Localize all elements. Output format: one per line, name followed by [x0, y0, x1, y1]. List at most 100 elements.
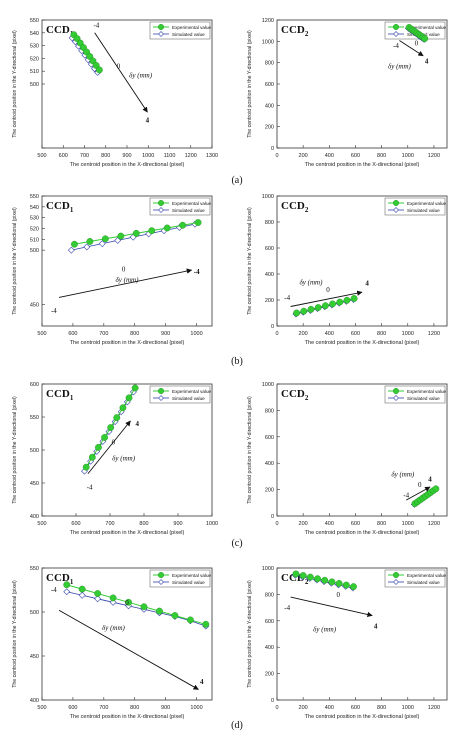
x-tick-label: 800 — [139, 521, 148, 527]
x-tick-label: 400 — [325, 331, 334, 337]
data-point-simulated — [67, 246, 75, 254]
y-tick-label: 600 — [265, 246, 274, 252]
delta-y-label: δy (mm) — [313, 625, 337, 633]
arrow-start-label: -4 — [393, 42, 399, 50]
legend-label-experimental: Experimental value — [407, 201, 447, 206]
arrow-start-label: -4 — [51, 586, 57, 594]
chart-8: 0 200 400 600 800 1000 1200 0 200 400 600 800 1000 Th… — [247, 566, 448, 720]
series-line-simulated — [66, 591, 206, 627]
legend-label-simulated: Simulated value — [407, 208, 440, 213]
data-point-experimental — [156, 607, 163, 615]
chart-title-main: CCD — [46, 388, 70, 400]
y-tick-label: 530 — [30, 216, 39, 222]
x-tick-label: 600 — [68, 331, 77, 337]
data-point-experimental — [335, 580, 343, 587]
x-tick-label: 800 — [377, 153, 386, 159]
x-tick-label: 200 — [299, 153, 308, 159]
x-tick-label: 500 — [37, 153, 46, 159]
data-point-simulated — [78, 591, 86, 599]
y-tick-label: 600 — [265, 435, 274, 441]
arrow-mid-label: 0 — [117, 63, 121, 71]
legend-label-experimental: Experimental value — [407, 25, 447, 30]
y-tick-label: 200 — [265, 125, 274, 131]
chart-title: CCD1 — [46, 24, 74, 38]
y-tick-label: 1200 — [262, 18, 274, 24]
legend-label-simulated: Simulated value — [172, 208, 205, 213]
panel-label: (b) — [231, 356, 243, 367]
legend-label-experimental: Experimental value — [172, 25, 212, 30]
y-tick-label: 540 — [30, 31, 39, 37]
y-axis-label: The centroid position in the Y-direction… — [12, 30, 18, 138]
data-point-experimental — [350, 583, 357, 591]
y-tick-label: 0 — [271, 514, 274, 520]
chart-1: 500 600 700 800 900 1000 1100 1200 1300 500 510 520… — [12, 18, 218, 168]
legend-label-simulated: Simulated value — [407, 580, 440, 585]
chart-title: CCD2 — [281, 388, 309, 402]
arrow-end-label: 4 — [425, 58, 429, 66]
legend-marker-experimental — [157, 24, 164, 31]
x-tick-label: 700 — [99, 331, 108, 337]
x-tick-label: 1200 — [185, 153, 197, 159]
chart-title-main: CCD — [46, 24, 70, 36]
y-tick-label: 550 — [30, 566, 39, 572]
legend-label-experimental: Experimental value — [407, 573, 447, 578]
x-tick-label: 600 — [351, 331, 360, 337]
data-point-experimental — [171, 612, 179, 619]
x-axis-label: The centroid position in the X-direction… — [70, 714, 185, 720]
data-point-experimental — [299, 572, 307, 579]
y-tick-label: 800 — [265, 220, 274, 226]
x-tick-label: 1200 — [428, 705, 440, 711]
y-tick-label: 540 — [30, 205, 39, 211]
arrow-end-label: -4 — [194, 268, 200, 276]
y-tick-label: 550 — [30, 415, 39, 421]
x-tick-label: 0 — [275, 521, 278, 527]
data-point-experimental — [95, 443, 102, 451]
chart-6: 0 200 400 600 800 1000 1200 0 200 400 600 800 1000 Th… — [247, 382, 448, 536]
x-tick-label: 900 — [161, 705, 170, 711]
data-point-experimental — [94, 590, 102, 597]
y-tick-label: 550 — [30, 18, 39, 24]
x-tick-label: 1200 — [428, 153, 440, 159]
x-axis-label: The centroid position in the X-direction… — [305, 530, 420, 536]
delta-arrow — [290, 290, 363, 307]
delta-arrow — [94, 32, 148, 113]
y-tick-label: 400 — [265, 645, 274, 651]
legend-box — [149, 197, 211, 216]
y-tick-label: 800 — [265, 592, 274, 598]
data-point-experimental — [131, 384, 139, 392]
x-tick-label: 1300 — [206, 153, 218, 159]
data-point-experimental — [88, 453, 96, 461]
y-tick-label: 510 — [30, 237, 39, 243]
chart-4: 0 200 400 600 800 1000 1200 0 200 400 600 800 1000 Th… — [247, 194, 448, 346]
x-tick-label: 1000 — [142, 153, 154, 159]
y-tick-label: 500 — [30, 248, 39, 254]
x-axis-label: The centroid position in the X-direction… — [70, 340, 185, 346]
legend-marker-simulated — [393, 31, 399, 37]
arrow-mid-label: 0 — [112, 439, 116, 447]
y-tick-label: 600 — [265, 619, 274, 625]
x-tick-label: 500 — [37, 705, 46, 711]
x-tick-label: 800 — [101, 153, 110, 159]
x-tick-label: 500 — [37, 331, 46, 337]
legend-marker-simulated — [158, 395, 164, 401]
arrow-mid-label: 0 — [122, 265, 126, 273]
legend-box — [149, 385, 211, 404]
x-tick-label: 600 — [351, 521, 360, 527]
plot-frame — [41, 567, 213, 701]
y-tick-label: 500 — [30, 82, 39, 88]
chart-2: 0 200 400 600 800 1000 1200 0 200 400 600 800 1000 12… — [247, 18, 448, 168]
data-point-experimental — [113, 414, 121, 422]
y-tick-label: 500 — [30, 610, 39, 616]
panel-label: (c) — [231, 538, 242, 549]
arrow-start-label: -4 — [51, 307, 57, 315]
y-tick-label: 400 — [30, 514, 39, 520]
delta-y-label: δy (mm) — [388, 63, 412, 71]
arrow-mid-label: 0 — [418, 481, 422, 489]
x-tick-label: 1100 — [164, 153, 176, 159]
data-point-experimental — [101, 434, 108, 441]
data-point-experimental — [336, 298, 344, 306]
x-tick-label: 1000 — [206, 521, 218, 527]
arrow-start-label: -4 — [87, 484, 93, 492]
data-point-simulated — [98, 240, 106, 248]
